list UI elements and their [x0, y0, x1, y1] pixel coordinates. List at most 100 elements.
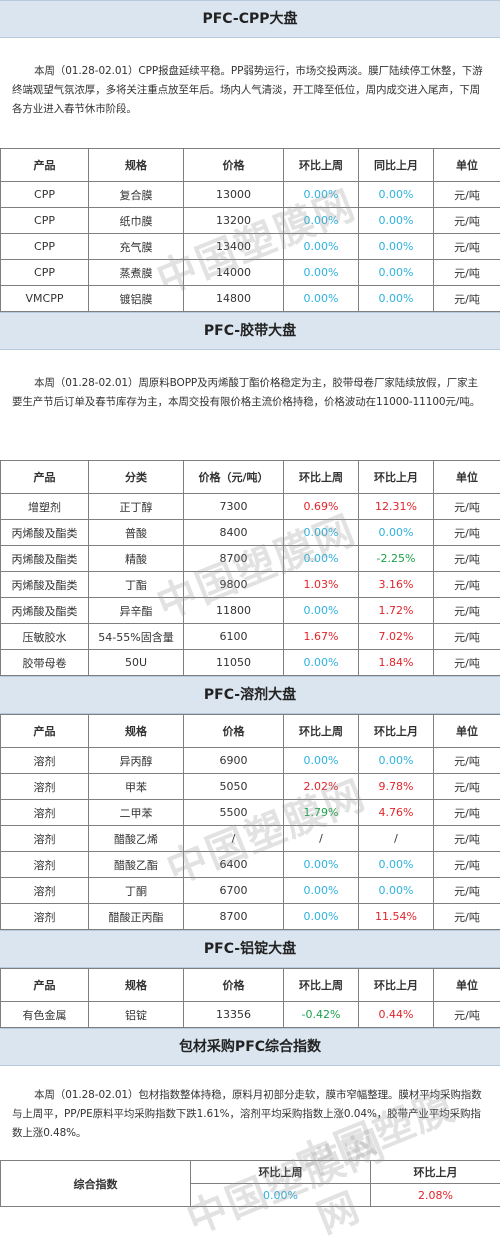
table-cell: -0.42%	[284, 1002, 359, 1028]
table-cell: 丁酮	[89, 878, 184, 904]
table-cell: 异辛酯	[89, 598, 184, 624]
table-cell: CPP	[1, 234, 89, 260]
column-header: 规格	[89, 715, 184, 748]
index-month-value: 2.08%	[371, 1184, 500, 1207]
table-cell: 6100	[184, 624, 284, 650]
cpp-section-title: PFC-CPP大盘	[0, 0, 500, 38]
table-cell: 0.00%	[359, 748, 434, 774]
table-cell: 醋酸正丙酯	[89, 904, 184, 930]
table-cell: 丙烯酸及酯类	[1, 598, 89, 624]
table-cell: 溶剂	[1, 774, 89, 800]
table-cell: 元/吨	[434, 748, 500, 774]
table-cell: 元/吨	[434, 800, 500, 826]
table-cell: 醋酸乙酯	[89, 852, 184, 878]
column-header: 价格	[184, 715, 284, 748]
table-cell: 2.02%	[284, 774, 359, 800]
table-cell: 溶剂	[1, 748, 89, 774]
column-header: 单位	[434, 461, 500, 494]
table-cell: 13356	[184, 1002, 284, 1028]
index-week-value: 0.00%	[191, 1184, 371, 1207]
column-header: 环比上周	[284, 715, 359, 748]
cpp-intro: 本周（01.28-02.01）CPP报盘延续平稳。PP弱势运行，市场交投两淡。膜…	[0, 38, 500, 148]
table-cell: 溶剂	[1, 904, 89, 930]
table-cell: 12.31%	[359, 494, 434, 520]
alu-section-title: PFC-铝锭大盘	[0, 930, 500, 968]
table-cell: 元/吨	[434, 774, 500, 800]
tape-intro: 本周（01.28-02.01）周原料BOPP及丙烯酸丁酯价格稳定为主，胶带母卷厂…	[0, 350, 500, 460]
table-cell: 0.00%	[284, 520, 359, 546]
table-cell: 溶剂	[1, 826, 89, 852]
table-cell: 0.00%	[284, 878, 359, 904]
table-cell: 0.00%	[284, 546, 359, 572]
table-cell: 正丁醇	[89, 494, 184, 520]
table-cell: 0.00%	[284, 208, 359, 234]
table-cell: 元/吨	[434, 878, 500, 904]
table-cell: 4.76%	[359, 800, 434, 826]
column-header: 价格（元/吨）	[184, 461, 284, 494]
column-header: 环比上周	[284, 969, 359, 1002]
column-header: 产品	[1, 149, 89, 182]
table-cell: 丙烯酸及酯类	[1, 520, 89, 546]
table-cell: 溶剂	[1, 852, 89, 878]
table-cell: 蒸煮膜	[89, 260, 184, 286]
table-cell: 6400	[184, 852, 284, 878]
table-cell: 元/吨	[434, 520, 500, 546]
table-cell: 丙烯酸及酯类	[1, 546, 89, 572]
table-header-row: 产品分类价格（元/吨）环比上周环比上月单位	[1, 461, 500, 494]
table-cell: -2.25%	[359, 546, 434, 572]
table-row: 溶剂醋酸乙烯///元/吨	[1, 826, 500, 852]
table-cell: 1.67%	[284, 624, 359, 650]
table-cell: 元/吨	[434, 182, 500, 208]
column-header: 环比上周	[284, 149, 359, 182]
table-cell: CPP	[1, 260, 89, 286]
column-header: 产品	[1, 461, 89, 494]
table-cell: 元/吨	[434, 1002, 500, 1028]
table-cell: /	[284, 826, 359, 852]
column-header: 产品	[1, 715, 89, 748]
table-header-row: 产品规格价格环比上周环比上月单位	[1, 969, 500, 1002]
table-cell: 胶带母卷	[1, 650, 89, 676]
table-cell: 0.00%	[284, 650, 359, 676]
table-cell: 11.54%	[359, 904, 434, 930]
table-cell: 充气膜	[89, 234, 184, 260]
table-cell: 丙烯酸及酯类	[1, 572, 89, 598]
table-cell: 增塑剂	[1, 494, 89, 520]
table-cell: 0.00%	[359, 878, 434, 904]
index-label: 综合指数	[1, 1161, 191, 1207]
table-cell: 11050	[184, 650, 284, 676]
table-cell: 普酸	[89, 520, 184, 546]
column-header: 单位	[434, 149, 500, 182]
table-cell: 元/吨	[434, 234, 500, 260]
column-header: 产品	[1, 969, 89, 1002]
column-header: 环比上月	[359, 715, 434, 748]
table-cell: 7300	[184, 494, 284, 520]
table-cell: 6900	[184, 748, 284, 774]
table-cell: 醋酸乙烯	[89, 826, 184, 852]
table-cell: 元/吨	[434, 260, 500, 286]
table-header-row: 产品规格价格环比上周同比上月单位	[1, 149, 500, 182]
table-cell: 元/吨	[434, 572, 500, 598]
table-cell: 1.79%	[284, 800, 359, 826]
table-cell: CPP	[1, 182, 89, 208]
table-cell: 元/吨	[434, 546, 500, 572]
table-cell: 异丙醇	[89, 748, 184, 774]
table-cell: VMCPP	[1, 286, 89, 312]
table-cell: CPP	[1, 208, 89, 234]
column-header: 环比上月	[359, 969, 434, 1002]
table-cell: 0.00%	[284, 234, 359, 260]
table-cell: 元/吨	[434, 852, 500, 878]
table-cell: 0.00%	[359, 852, 434, 878]
table-cell: 甲苯	[89, 774, 184, 800]
column-header: 同比上月	[359, 149, 434, 182]
table-cell: 5500	[184, 800, 284, 826]
column-header: 规格	[89, 149, 184, 182]
